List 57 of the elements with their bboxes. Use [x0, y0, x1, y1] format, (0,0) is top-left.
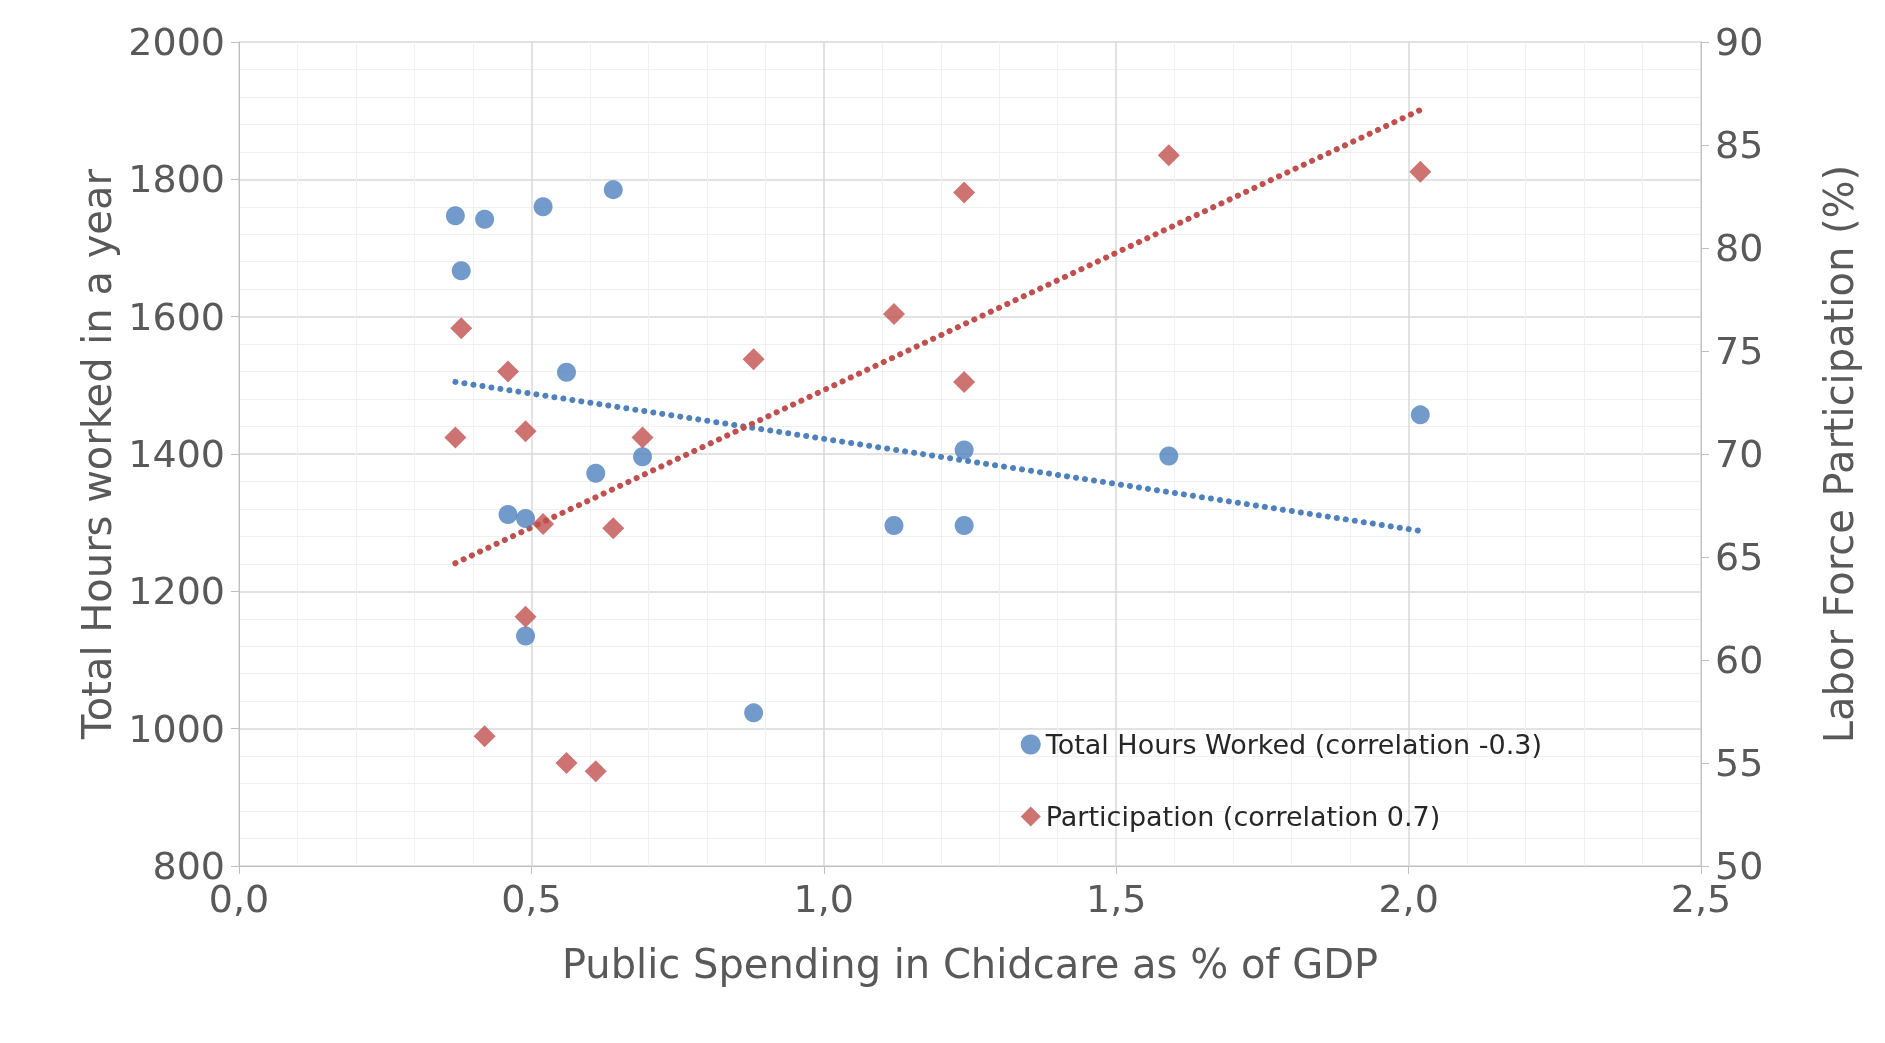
point: [584, 760, 607, 783]
y2-axis-title: Labor Force Participation (%): [1816, 164, 1862, 744]
point: [882, 302, 905, 325]
point: [514, 605, 537, 628]
y-tick-label: 1400: [128, 432, 225, 476]
y2-tick-label: 90: [1715, 20, 1764, 64]
legend-label: Total Hours Worked (correlation -0.3): [1044, 729, 1543, 760]
point: [557, 362, 576, 382]
x-tick-label: 0,5: [501, 877, 562, 921]
x-axis-title: Public Spending in Chidcare as % of GDP: [561, 941, 1379, 987]
point: [1409, 160, 1432, 183]
point: [516, 626, 536, 646]
x-tick-label: 1,0: [793, 877, 855, 921]
point: [533, 197, 553, 217]
point: [497, 360, 520, 383]
point: [586, 463, 606, 483]
point: [633, 447, 653, 467]
y-tick-label: 1600: [128, 294, 225, 339]
y-axis-title: Total Hours worked in a year: [74, 168, 121, 740]
point: [445, 206, 465, 226]
y2-tick-label: 75: [1715, 329, 1764, 373]
point: [444, 426, 467, 449]
point: [473, 725, 496, 748]
y2-tick-label: 60: [1715, 638, 1764, 682]
point: [555, 752, 578, 774]
y2-tick-label: 70: [1715, 432, 1764, 476]
point: [475, 209, 495, 229]
point: [498, 504, 518, 524]
point: [884, 515, 904, 535]
point: [953, 181, 976, 204]
point: [631, 426, 654, 449]
point: [603, 180, 623, 200]
point: [742, 348, 765, 371]
y-tick-label: 2000: [128, 20, 225, 64]
point: [1157, 144, 1180, 167]
point: [954, 515, 974, 535]
x-tick-label: 1,5: [1085, 877, 1147, 921]
point: [744, 703, 764, 723]
y-tick-label: 1200: [128, 569, 225, 614]
x-tick-label: 2,0: [1378, 877, 1439, 921]
point: [1159, 446, 1179, 466]
point: [450, 317, 473, 340]
point: [602, 517, 625, 540]
point: [514, 420, 537, 443]
point: [1410, 405, 1430, 425]
y2-tick-label: 65: [1715, 535, 1764, 579]
legend-label: Participation (correlation 0.7): [1045, 801, 1441, 832]
point: [451, 261, 471, 281]
point: [954, 440, 974, 460]
y-tick-label: 1800: [128, 157, 225, 202]
point: [953, 370, 976, 393]
y2-tick-label: 80: [1715, 226, 1764, 270]
y2-tick-label: 55: [1715, 741, 1764, 785]
y-tick-label: 1000: [128, 706, 225, 751]
point: [532, 513, 555, 536]
point: [516, 509, 536, 529]
y2-tick-label: 85: [1715, 123, 1764, 167]
